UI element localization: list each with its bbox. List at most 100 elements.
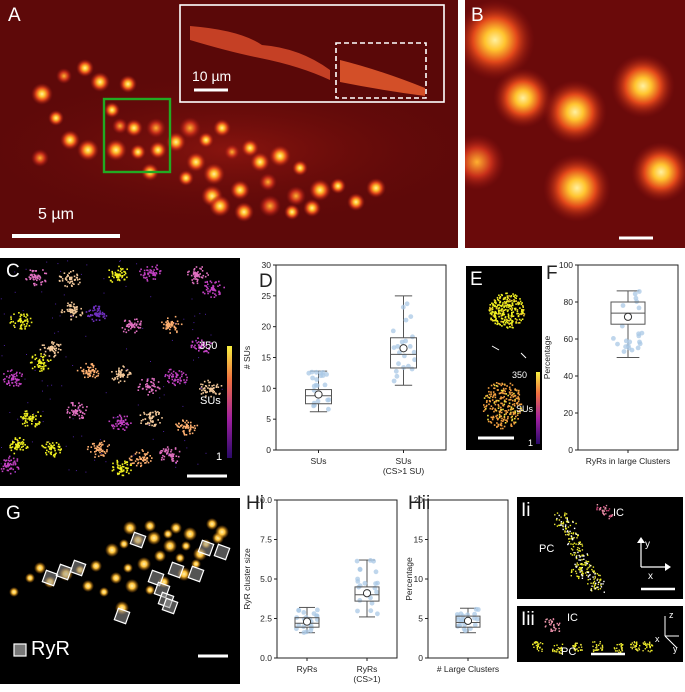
panel-label-ii: Ii	[521, 500, 531, 521]
ryr-spot	[163, 539, 177, 553]
x-tick-label: SUs	[395, 456, 411, 466]
data-point	[296, 607, 301, 613]
data-point	[636, 305, 642, 311]
data-point	[625, 343, 631, 349]
ryr-spot	[144, 520, 156, 532]
x-tick-label: (CS>1)	[353, 674, 380, 684]
y-tick-label: 60	[564, 334, 574, 344]
su-cluster	[199, 379, 223, 398]
fluorescence-spot	[31, 83, 53, 105]
panel-hi-chart: 0.0 2.5 5.0 7.5 10.0 RyR cluster size RyRs RyRs…	[243, 492, 403, 692]
panel-ii-image: Ii IC PC x y	[517, 497, 683, 599]
su-cluster	[0, 455, 20, 475]
panel-label-a: A	[8, 5, 21, 26]
data-point	[314, 613, 320, 619]
data-point	[315, 398, 321, 404]
panel-iii-image: Iii IC PC z x y	[517, 606, 683, 662]
box	[354, 586, 380, 602]
ryr-cluster	[532, 641, 654, 655]
colorbar-min: 1	[216, 451, 223, 463]
ryr-spot	[90, 560, 102, 572]
data-point	[397, 350, 402, 356]
x-tick-label: RyRs	[297, 664, 318, 674]
panel-e-image: E 350 SUs 1	[466, 266, 542, 450]
fluorescence-spot	[203, 163, 225, 185]
ic-label: IC	[613, 507, 624, 519]
su-cluster	[9, 437, 29, 455]
colorbar-max: 350	[199, 340, 218, 352]
data-point	[403, 338, 408, 344]
su-cluster	[137, 377, 161, 396]
pc-label: PC	[539, 543, 555, 555]
data-point	[322, 382, 328, 388]
y-tick-label: 15	[414, 535, 424, 545]
ryr-spot	[145, 585, 155, 595]
data-point	[412, 357, 417, 363]
data-point	[396, 361, 401, 367]
inset-scale-label: 10 µm	[192, 68, 232, 84]
data-point	[391, 345, 397, 350]
data-point	[301, 610, 307, 615]
su-cluster	[60, 301, 84, 321]
fluorescence-spot	[286, 186, 306, 206]
ryr-box	[55, 563, 73, 581]
data-point	[357, 598, 363, 603]
fluorescence-spot	[105, 139, 127, 161]
ryr-spot	[170, 522, 182, 534]
mean-marker	[463, 616, 473, 625]
y-tick-label: 10.0	[255, 495, 272, 505]
su-cluster	[111, 365, 132, 384]
fluorescence-spot	[330, 178, 346, 194]
data-point	[474, 616, 480, 622]
fluorescence-spot	[130, 144, 146, 160]
ryr-box	[69, 559, 87, 577]
ryr-spot	[110, 572, 122, 584]
mean-marker	[302, 617, 312, 626]
y-axis-label: Percentage	[406, 557, 414, 601]
su-cluster	[86, 440, 110, 458]
data-point	[374, 589, 379, 595]
fluorescence-spot	[259, 173, 277, 191]
mean-marker	[362, 589, 372, 598]
data-point	[373, 581, 378, 586]
fluorescence-spot	[178, 170, 194, 186]
ryr-spot	[206, 518, 218, 530]
data-point	[320, 373, 326, 378]
data-point	[475, 607, 481, 612]
su-cluster	[164, 368, 188, 387]
inset-zoom-box	[335, 42, 427, 99]
data-point	[406, 363, 411, 369]
ryr-spot	[123, 521, 137, 535]
data-point	[472, 622, 478, 628]
ryr-box	[187, 565, 205, 583]
fluorescence-spot	[149, 141, 167, 159]
su-cluster	[159, 446, 181, 464]
y-tick-label: 0	[418, 653, 423, 663]
data-point	[368, 608, 374, 614]
fluorescence-spot	[209, 195, 231, 217]
data-point	[309, 369, 315, 375]
data-point	[621, 349, 627, 354]
data-point	[314, 369, 319, 375]
y-tick-label: 10	[414, 574, 424, 584]
box	[305, 389, 332, 405]
data-point	[314, 377, 320, 382]
colorbar-max: 350	[512, 370, 528, 380]
data-point	[637, 341, 643, 347]
fluorescence-spot	[60, 130, 80, 150]
su-cluster	[111, 459, 132, 477]
su-cluster	[108, 265, 128, 283]
panel-hii-chart: 0 5 10 15 20 Percentage # Large Clusters Hii	[406, 492, 512, 692]
su-cluster	[29, 353, 52, 372]
fluorescence-spot	[104, 102, 120, 118]
su-cluster	[482, 382, 523, 430]
scale-label: 5 µm	[38, 206, 74, 223]
plot-frame	[275, 264, 447, 451]
fluorescence-spot	[347, 193, 365, 211]
panel-d-chart: 0 5 10 15 20 25 30 # SUs SUs SUs (CS>1 SU) D	[243, 258, 453, 486]
ryr-spot	[123, 563, 133, 573]
data-point	[403, 317, 409, 323]
data-point	[326, 397, 332, 403]
fluorescence-spot	[198, 132, 214, 148]
panel-label-f: F	[546, 263, 558, 284]
